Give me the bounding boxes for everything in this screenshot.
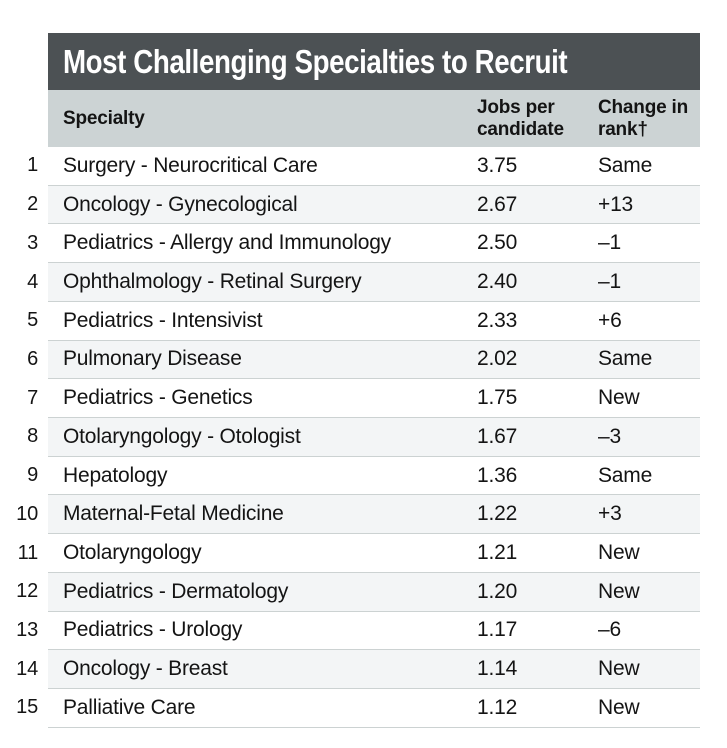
table-row: 1 Surgery - Neurocritical Care 3.75 Same — [0, 147, 700, 186]
column-header-jobs-per-candidate: Jobs per candidate — [477, 96, 564, 140]
specialty-cell: Maternal-Fetal Medicine — [63, 502, 284, 526]
table-row: 3 Pediatrics - Allergy and Immunology 2.… — [0, 224, 700, 264]
rank-number: 3 — [0, 224, 38, 263]
rank-number: 15 — [0, 689, 38, 727]
table-row: 4 Ophthalmology - Retinal Surgery 2.40 –… — [0, 263, 700, 302]
change-in-rank-cell: –6 — [598, 618, 621, 642]
jobs-per-candidate-cell: 1.12 — [477, 695, 518, 719]
recruiting-difficulty-table: Most Challenging Specialties to Recruit … — [0, 33, 700, 728]
table-title-bar: Most Challenging Specialties to Recruit — [48, 33, 700, 90]
rank-number: 13 — [0, 611, 38, 650]
change-in-rank-cell: Same — [598, 153, 653, 177]
jobs-per-candidate-cell: 1.17 — [477, 618, 518, 642]
rank-number: 1 — [0, 147, 38, 185]
jobs-per-candidate-cell: 2.50 — [477, 231, 518, 255]
jobs-per-candidate-cell: 1.22 — [477, 502, 518, 526]
change-in-rank-cell: New — [598, 541, 640, 565]
specialty-cell: Otolaryngology - Otologist — [63, 424, 301, 448]
column-header-change-in-rank: Change in rank† — [598, 96, 689, 140]
specialty-cell: Pediatrics - Allergy and Immunology — [63, 231, 391, 255]
change-in-rank-cell: –1 — [598, 231, 621, 255]
rank-number: 12 — [0, 572, 38, 611]
rank-number: 7 — [0, 379, 38, 418]
jobs-per-candidate-cell: 1.36 — [477, 463, 518, 487]
table-row: 8 Otolaryngology - Otologist 1.67 –3 — [0, 418, 700, 457]
rank-number: 5 — [0, 301, 38, 340]
rank-number: 10 — [0, 495, 38, 534]
specialty-cell: Ophthalmology - Retinal Surgery — [63, 270, 362, 294]
table-row: 15 Palliative Care 1.12 New — [0, 689, 700, 728]
rank-number: 8 — [0, 418, 38, 456]
change-in-rank-cell: New — [598, 386, 640, 410]
change-in-rank-cell: Same — [598, 347, 653, 371]
change-in-rank-cell: New — [598, 657, 640, 681]
specialty-cell: Surgery - Neurocritical Care — [63, 153, 318, 177]
jobs-per-candidate-cell: 3.75 — [477, 153, 518, 177]
jobs-per-candidate-cell: 1.21 — [477, 541, 518, 565]
specialty-cell: Pulmonary Disease — [63, 347, 242, 371]
jobs-per-candidate-cell: 2.40 — [477, 270, 518, 294]
table-row: 7 Pediatrics - Genetics 1.75 New — [0, 379, 700, 419]
specialty-cell: Pediatrics - Urology — [63, 618, 243, 642]
change-in-rank-cell: +13 — [598, 192, 634, 216]
table-row: 5 Pediatrics - Intensivist 2.33 +6 — [0, 301, 700, 341]
change-in-rank-cell: +3 — [598, 502, 622, 526]
table-row: 9 Hepatology 1.36 Same — [0, 456, 700, 496]
change-in-rank-cell: –3 — [598, 424, 621, 448]
jobs-per-candidate-cell: 2.33 — [477, 308, 518, 332]
table-row: 14 Oncology - Breast 1.14 New — [0, 650, 700, 690]
specialty-cell: Pediatrics - Dermatology — [63, 579, 289, 603]
specialty-cell: Palliative Care — [63, 695, 196, 719]
table-title: Most Challenging Specialties to Recruit — [63, 42, 568, 80]
rank-number: 6 — [0, 340, 38, 379]
rank-number: 2 — [0, 185, 38, 224]
specialty-cell: Oncology - Gynecological — [63, 192, 298, 216]
change-in-rank-cell: New — [598, 695, 640, 719]
rank-number: 14 — [0, 650, 38, 689]
specialty-cell: Otolaryngology — [63, 541, 202, 565]
jobs-per-candidate-cell: 1.75 — [477, 386, 518, 410]
table-body: 1 Surgery - Neurocritical Care 3.75 Same… — [0, 147, 700, 728]
change-in-rank-cell: New — [598, 579, 640, 603]
jobs-per-candidate-cell: 2.02 — [477, 347, 518, 371]
table-row: 2 Oncology - Gynecological 2.67 +13 — [0, 185, 700, 225]
jobs-per-candidate-cell: 1.14 — [477, 657, 518, 681]
specialty-cell: Pediatrics - Genetics — [63, 386, 253, 410]
change-in-rank-cell: –1 — [598, 270, 621, 294]
rank-number: 11 — [0, 534, 38, 572]
table-row: 6 Pulmonary Disease 2.02 Same — [0, 340, 700, 380]
table-row: 12 Pediatrics - Dermatology 1.20 New — [0, 572, 700, 612]
jobs-per-candidate-cell: 1.67 — [477, 424, 518, 448]
specialty-cell: Oncology - Breast — [63, 657, 228, 681]
rank-number: 9 — [0, 456, 38, 495]
specialty-cell: Pediatrics - Intensivist — [63, 308, 263, 332]
rank-number: 4 — [0, 263, 38, 301]
table-row: 10 Maternal-Fetal Medicine 1.22 +3 — [0, 495, 700, 535]
table-header-row: Specialty Jobs per candidate Change in r… — [48, 90, 700, 147]
jobs-per-candidate-cell: 1.20 — [477, 579, 518, 603]
change-in-rank-cell: +6 — [598, 308, 622, 332]
column-header-specialty: Specialty — [63, 107, 145, 129]
jobs-per-candidate-cell: 2.67 — [477, 192, 518, 216]
specialty-cell: Hepatology — [63, 463, 168, 487]
table-row: 11 Otolaryngology 1.21 New — [0, 534, 700, 573]
change-in-rank-cell: Same — [598, 463, 653, 487]
table-row: 13 Pediatrics - Urology 1.17 –6 — [0, 611, 700, 651]
